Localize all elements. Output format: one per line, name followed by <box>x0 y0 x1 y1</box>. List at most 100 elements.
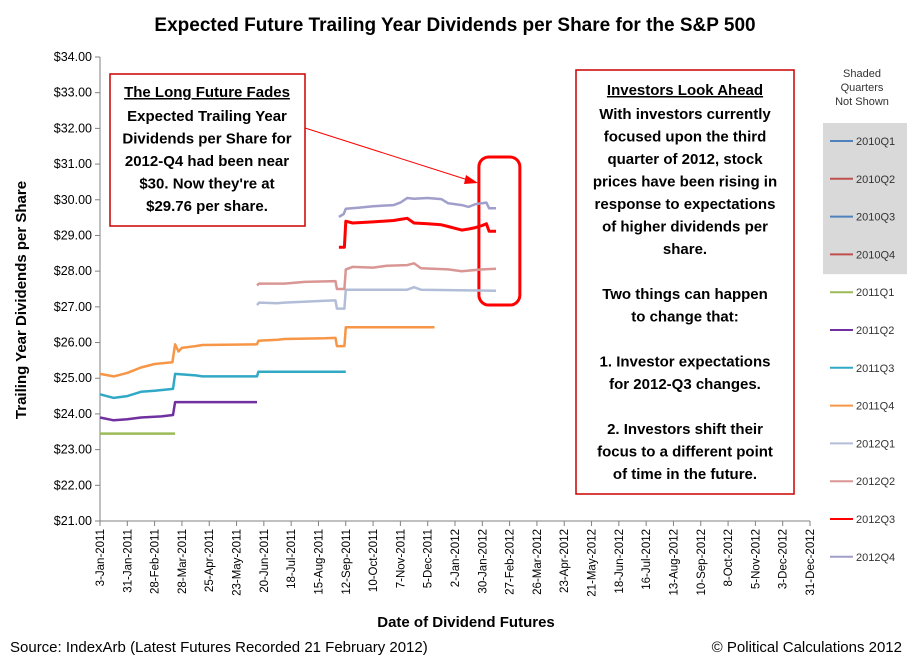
copyright-note: © Political Calculations 2012 <box>712 639 902 656</box>
x-tick-label: 8-Oct-2012 <box>723 529 735 587</box>
right-callout-line: focus to a different point <box>597 444 773 461</box>
highlight-box-layer <box>477 155 522 307</box>
legend-label-2011Q4: 2011Q4 <box>856 401 894 413</box>
series-line-2012Q3 <box>338 216 496 249</box>
y-axis: $21.00 $22.00 $23.00 $24.00 $25.00 $26.00 $27.… <box>54 50 101 528</box>
x-tick-label: 10-Oct-2011 <box>368 529 380 592</box>
legend-label-2012Q1: 2012Q1 <box>856 438 895 450</box>
series-layer <box>99 196 497 435</box>
callouts-layer: The Long Future Fades Expected Trailing Y… <box>109 69 795 495</box>
x-tick-label: 18-Jul-2011 <box>286 529 298 589</box>
x-tick-label: 13-Aug-2012 <box>668 529 680 596</box>
legend-label-2011Q2: 2011Q2 <box>856 325 894 337</box>
x-tick-label: 2-Jan-2012 <box>450 529 462 587</box>
y-tick-label: $27.00 <box>54 300 92 314</box>
y-tick-label: $30.00 <box>54 193 92 207</box>
x-tick-label: 25-Apr-2011 <box>204 529 216 592</box>
x-tick-label: 10-Sep-2012 <box>696 529 708 596</box>
legend-label-2011Q3: 2011Q3 <box>856 363 894 375</box>
right-callout-line: for 2012-Q3 changes. <box>609 376 761 393</box>
right-callout-line: 2. Investors shift their <box>607 421 763 438</box>
x-tick-label: 16-Jul-2012 <box>641 529 653 590</box>
series-line-2011Q4 <box>99 325 435 378</box>
series-line-2011Q3 <box>99 370 346 400</box>
right-callout-line: 1. Investor expectations <box>600 354 771 371</box>
left-callout-box <box>109 73 306 227</box>
right-callout-line: focused upon the third <box>604 129 767 146</box>
x-tick-label: 23-Apr-2012 <box>559 529 571 593</box>
right-callout-line: of time in the future. <box>613 466 757 483</box>
left-callout-line: 2012-Q4 had been near <box>125 153 289 170</box>
x-tick-label: 31-Dec-2012 <box>805 529 817 595</box>
right-callout-line: share. <box>663 241 707 258</box>
right-callout-heading: Investors Look Ahead <box>607 82 763 99</box>
y-tick-label: $22.00 <box>54 478 92 492</box>
highlight-box <box>477 155 522 307</box>
legend-title-line: Not Shown <box>835 96 889 108</box>
source-note: Source: IndexArb (Latest Futures Recorde… <box>10 639 428 656</box>
x-tick-label: 5-Nov-2012 <box>750 529 762 589</box>
x-axis: 3-Jan-2011 31-Jan-2011 28-Feb-2011 28-Mar-2… <box>95 520 817 597</box>
right-callout-line: of higher dividends per <box>602 219 768 236</box>
legend-label-2011Q1: 2011Q1 <box>856 287 894 299</box>
legend-label-2010Q2: 2010Q2 <box>856 174 895 186</box>
y-tick-label: $31.00 <box>54 157 92 171</box>
legend-label-2010Q4: 2010Q4 <box>856 249 895 261</box>
x-tick-label: 12-Sep-2011 <box>341 529 353 595</box>
right-callout-line: to change that: <box>631 309 739 326</box>
right-callout-box <box>575 69 795 495</box>
x-tick-label: 3-Jan-2011 <box>95 529 107 586</box>
callout-arrow-head <box>464 175 478 184</box>
y-tick-label: $26.00 <box>54 336 92 350</box>
left-callout-line: Dividends per Share for <box>122 131 291 148</box>
left-callout-line: $29.76 per share. <box>146 198 268 215</box>
left-callout-heading: The Long Future Fades <box>124 84 290 101</box>
x-tick-label: 7-Nov-2011 <box>395 529 407 588</box>
x-tick-label: 28-Feb-2011 <box>150 529 162 594</box>
x-tick-label: 26-Mar-2012 <box>532 529 544 595</box>
legend-label-2012Q3: 2012Q3 <box>856 514 895 526</box>
x-tick-label: 21-May-2012 <box>587 529 599 597</box>
legend-shaded-band <box>823 123 907 275</box>
y-tick-label: $33.00 <box>54 86 92 100</box>
series-line-2012Q2 <box>256 262 497 291</box>
right-callout-line: With investors currently <box>599 106 771 123</box>
right-callout-line: quarter of 2012, stock <box>607 151 763 168</box>
x-tick-label: 5-Dec-2011 <box>423 529 435 588</box>
x-tick-label: 31-Jan-2011 <box>122 529 134 593</box>
y-axis-title: Trailing Year Dividends per Share <box>13 181 30 419</box>
left-callout-line: Expected Trailing Year <box>127 108 287 125</box>
x-tick-label: 3-Dec-2012 <box>778 529 790 589</box>
series-line-2012Q4 <box>338 196 496 218</box>
y-tick-label: $29.00 <box>54 228 92 242</box>
y-tick-label: $25.00 <box>54 371 92 385</box>
legend-label-2012Q2: 2012Q2 <box>856 476 895 488</box>
legend-title-line: Shaded <box>843 68 881 80</box>
callout-arrow-line <box>304 127 469 181</box>
right-callout-line: prices have been rising in <box>593 174 777 191</box>
x-tick-label: 27-Feb-2012 <box>505 529 517 595</box>
right-callout-line: Two things can happen <box>602 286 768 303</box>
x-tick-label: 28-Mar-2011 <box>177 529 189 594</box>
right-callout-line: response to expectations <box>595 196 776 213</box>
legend: Shaded Quarters Not Shown 2010Q1 2010Q2 2010Q… <box>823 68 907 564</box>
x-tick-label: 18-Jun-2012 <box>614 529 626 594</box>
legend-label-2010Q3: 2010Q3 <box>856 212 895 224</box>
legend-label-2012Q4: 2012Q4 <box>856 552 895 564</box>
x-tick-label: 20-Jun-2011 <box>259 529 271 593</box>
y-tick-label: $23.00 <box>54 443 92 457</box>
y-tick-label: $34.00 <box>54 50 92 64</box>
series-line-2011Q2 <box>99 400 257 422</box>
y-tick-label: $24.00 <box>54 407 92 421</box>
x-axis-title: Date of Dividend Futures <box>377 614 555 631</box>
chart-title: Expected Future Trailing Year Dividends … <box>154 15 755 36</box>
y-tick-label: $32.00 <box>54 121 92 135</box>
left-callout-line: $30. Now they're at <box>139 176 274 193</box>
x-tick-label: 15-Aug-2011 <box>313 529 325 595</box>
series-line-2012Q1 <box>256 285 497 310</box>
y-tick-label: $21.00 <box>54 514 92 528</box>
x-tick-label: 23-May-2011 <box>232 529 244 596</box>
y-tick-label: $28.00 <box>54 264 92 278</box>
legend-title-line: Quarters <box>841 82 884 94</box>
